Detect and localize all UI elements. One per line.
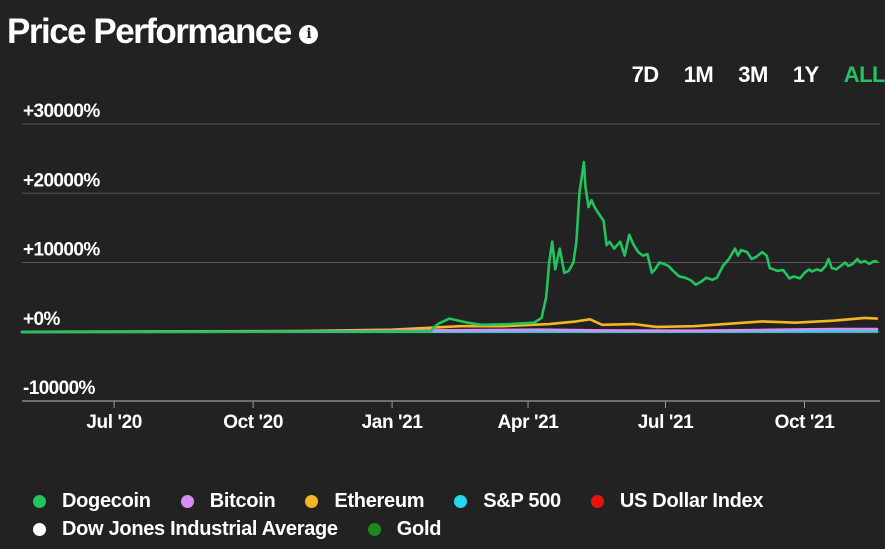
legend-color-dot xyxy=(590,494,604,508)
page-title: Price Performance i xyxy=(7,12,318,52)
legend-item-s-p-500[interactable]: S&P 500 xyxy=(454,488,561,514)
legend-item-us-dollar-index[interactable]: US Dollar Index xyxy=(590,488,764,514)
y-tick-label: +0% xyxy=(23,309,60,330)
info-icon[interactable]: i xyxy=(298,24,318,44)
legend-color-dot xyxy=(367,522,381,536)
legend-item-dow-jones-industrial-average[interactable]: Dow Jones Industrial Average xyxy=(33,516,338,542)
title-text: Price Performance xyxy=(7,12,292,51)
y-tick-label: -10000% xyxy=(23,378,96,399)
legend-item-dogecoin[interactable]: Dogecoin xyxy=(33,488,151,514)
range-button-all[interactable]: ALL xyxy=(843,62,885,87)
y-tick-label: +30000% xyxy=(23,101,100,122)
legend-color-dot xyxy=(180,494,194,508)
y-tick-label: +10000% xyxy=(23,240,100,261)
range-button-3m[interactable]: 3M xyxy=(738,62,768,87)
legend-label: Bitcoin xyxy=(209,489,276,512)
series-line-dogecoin[interactable] xyxy=(20,160,879,334)
legend-label: Dow Jones Industrial Average xyxy=(62,517,338,540)
legend-item-gold[interactable]: Gold xyxy=(367,516,442,542)
range-button-1y[interactable]: 1Y xyxy=(792,62,819,87)
legend-label: S&P 500 xyxy=(483,489,561,512)
legend-label: Gold xyxy=(396,517,442,540)
x-tick-label: Jul '21 xyxy=(638,412,694,433)
x-tick-label: Jan '21 xyxy=(362,412,424,433)
legend-label: Ethereum xyxy=(334,489,425,512)
legend-color-dot xyxy=(33,494,46,508)
range-button-1m[interactable]: 1M xyxy=(683,62,714,87)
y-tick-label: +20000% xyxy=(23,170,100,191)
range-button-7d[interactable]: 7D xyxy=(631,62,660,87)
legend-item-ethereum[interactable]: Ethereum xyxy=(305,488,425,514)
legend-item-bitcoin[interactable]: Bitcoin xyxy=(180,488,276,514)
legend-label: Dogecoin xyxy=(62,489,151,512)
legend-label: US Dollar Index xyxy=(619,489,764,512)
x-tick-label: Oct '21 xyxy=(775,412,836,433)
legend-color-dot xyxy=(305,494,319,508)
legend-color-dot xyxy=(33,522,46,536)
chart-legend: Dogecoin Bitcoin Ethereum S&P 500 US Dollar … xyxy=(33,488,873,542)
time-range-selector: 7D 1M 3M 1Y ALL xyxy=(607,62,885,88)
x-tick-label: Jul '20 xyxy=(86,412,142,433)
price-performance-chart: +30000% +20000% +10000% +0% -10000% Jul '20 Oc… xyxy=(20,101,880,433)
x-tick-label: Apr '21 xyxy=(498,412,560,433)
x-tick-label: Oct '20 xyxy=(223,412,283,433)
legend-color-dot xyxy=(454,494,468,508)
